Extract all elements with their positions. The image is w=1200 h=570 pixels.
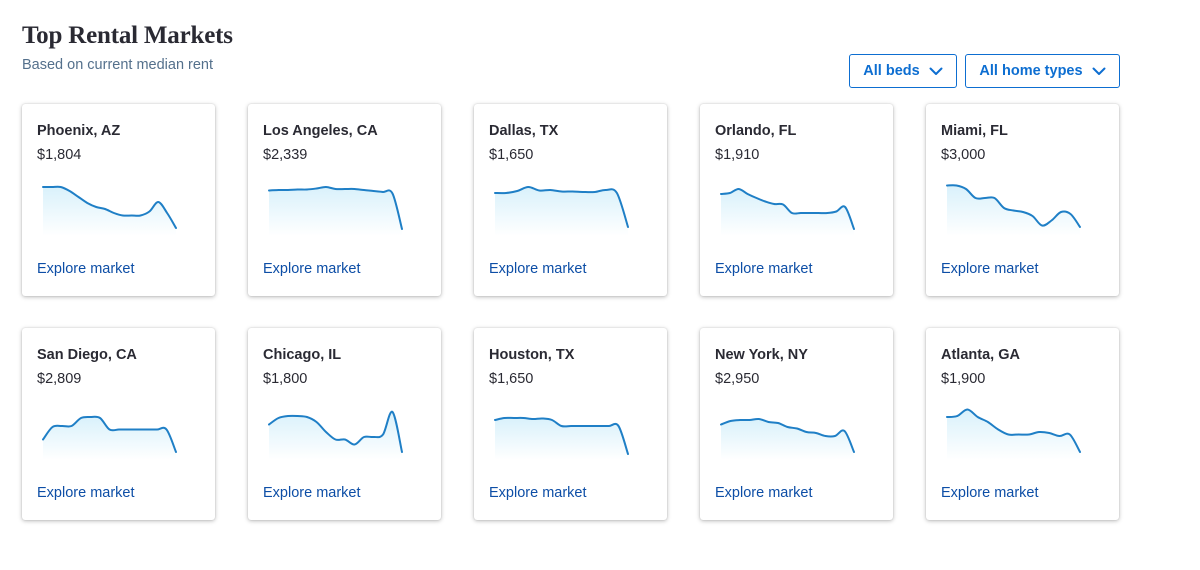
market-city: Chicago, IL — [263, 347, 342, 363]
market-card[interactable]: Dallas, TX $1,650 Explore market — [474, 104, 667, 296]
sparkline-area — [721, 188, 854, 236]
rent-trend-sparkline — [946, 184, 1081, 236]
market-median-rent: $2,809 — [37, 371, 82, 387]
explore-market-link[interactable]: Explore market — [263, 261, 361, 277]
sparkline-line — [268, 185, 403, 230]
rent-trend-sparkline — [720, 188, 855, 236]
market-card[interactable]: New York, NY $2,950 Explore market — [700, 328, 893, 520]
sparkline-area — [269, 186, 402, 236]
explore-market-link[interactable]: Explore market — [263, 485, 361, 501]
sparkline-line — [946, 184, 1081, 228]
market-card[interactable]: Los Angeles, CA $2,339 Explore market — [248, 104, 441, 296]
rent-trend-sparkline — [720, 417, 855, 460]
chevron-down-icon — [929, 67, 943, 75]
market-median-rent: $1,650 — [489, 147, 534, 163]
explore-market-link[interactable]: Explore market — [37, 485, 135, 501]
sparkline-line — [494, 186, 629, 228]
market-city: New York, NY — [715, 347, 808, 363]
rent-trend-sparkline — [268, 410, 403, 460]
sparkline-area — [947, 409, 1080, 460]
sparkline-area — [43, 416, 176, 460]
market-card[interactable]: San Diego, CA $2,809 Explore market — [22, 328, 215, 520]
sparkline-line — [42, 185, 177, 229]
sparkline-area — [495, 186, 628, 236]
explore-market-link[interactable]: Explore market — [489, 261, 587, 277]
market-median-rent: $2,950 — [715, 371, 760, 387]
explore-market-link[interactable]: Explore market — [941, 261, 1039, 277]
market-card[interactable]: Orlando, FL $1,910 Explore market — [700, 104, 893, 296]
market-card[interactable]: Atlanta, GA $1,900 Explore market — [926, 328, 1119, 520]
market-median-rent: $1,800 — [263, 371, 308, 387]
market-card[interactable]: Phoenix, AZ $1,804 Explore market — [22, 104, 215, 296]
market-median-rent: $1,910 — [715, 147, 760, 163]
market-median-rent: $1,804 — [37, 147, 82, 163]
market-city: Orlando, FL — [715, 123, 797, 139]
rent-trend-sparkline — [494, 416, 629, 460]
sparkline-area — [495, 417, 628, 460]
market-card[interactable]: Houston, TX $1,650 Explore market — [474, 328, 667, 520]
explore-market-link[interactable]: Explore market — [715, 261, 813, 277]
chevron-down-icon — [1092, 67, 1106, 75]
page-title: Top Rental Markets — [22, 22, 233, 49]
explore-market-link[interactable]: Explore market — [489, 485, 587, 501]
sparkline-line — [42, 415, 177, 453]
rent-trend-sparkline — [946, 408, 1081, 460]
market-city: Atlanta, GA — [941, 347, 1020, 363]
home-types-filter-button[interactable]: All home types — [965, 54, 1120, 88]
rent-trend-sparkline — [494, 186, 629, 236]
rent-trend-sparkline — [42, 185, 177, 236]
explore-market-link[interactable]: Explore market — [941, 485, 1039, 501]
rent-trend-sparkline — [268, 185, 403, 236]
market-city: Phoenix, AZ — [37, 123, 121, 139]
market-city: Miami, FL — [941, 123, 1008, 139]
rent-trend-sparkline — [42, 415, 177, 460]
market-city: Dallas, TX — [489, 123, 559, 139]
home-types-filter-label: All home types — [979, 63, 1083, 79]
market-median-rent: $3,000 — [941, 147, 986, 163]
market-card[interactable]: Miami, FL $3,000 Explore market — [926, 104, 1119, 296]
market-card[interactable]: Chicago, IL $1,800 Explore market — [248, 328, 441, 520]
beds-filter-label: All beds — [863, 63, 920, 79]
market-median-rent: $1,900 — [941, 371, 986, 387]
explore-market-link[interactable]: Explore market — [715, 485, 813, 501]
sparkline-line — [268, 410, 403, 453]
sparkline-area — [269, 411, 402, 460]
sparkline-line — [720, 417, 855, 453]
beds-filter-button[interactable]: All beds — [849, 54, 957, 88]
market-city: Los Angeles, CA — [263, 123, 378, 139]
market-median-rent: $1,650 — [489, 371, 534, 387]
sparkline-line — [720, 188, 855, 230]
market-city: San Diego, CA — [37, 347, 137, 363]
market-city: Houston, TX — [489, 347, 575, 363]
sparkline-line — [494, 416, 629, 455]
page-subtitle: Based on current median rent — [22, 57, 214, 73]
sparkline-line — [946, 408, 1081, 453]
explore-market-link[interactable]: Explore market — [37, 261, 135, 277]
sparkline-area — [721, 418, 854, 460]
market-median-rent: $2,339 — [263, 147, 308, 163]
